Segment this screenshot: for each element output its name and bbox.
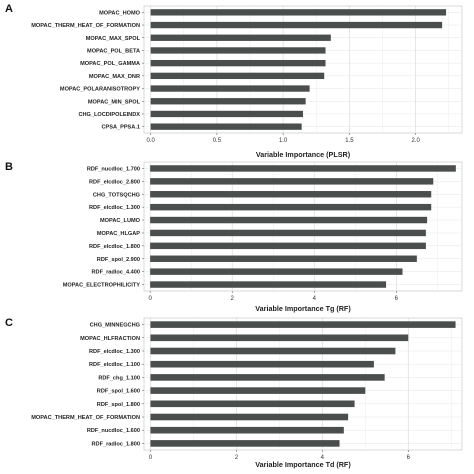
bar xyxy=(150,178,434,185)
bar xyxy=(150,59,326,67)
bar xyxy=(150,191,432,198)
x-tick-label: 1.0 xyxy=(279,138,288,144)
category-label: RDF_spol_1.600 xyxy=(97,389,140,395)
bar xyxy=(150,229,426,237)
bar xyxy=(150,413,349,421)
bar xyxy=(150,9,447,16)
category-label: RDF_elcdloc_1.300 xyxy=(89,205,140,211)
panel-letter: C xyxy=(5,317,13,329)
category-label: RDF_elcdloc_2.800 xyxy=(89,179,140,185)
bar xyxy=(150,334,409,342)
category-label: MOPAC_MIN_SPOL xyxy=(88,99,141,105)
panels: MOPAC_HOMO MOPAC_THERM_HEAT_OF_FORMATION M… xyxy=(5,3,463,469)
x-tick-label: 2.0 xyxy=(411,138,420,144)
category-label: MOPAC_THERM_HEAT_OF_FORMATION xyxy=(31,415,140,421)
category-label: RDF_nucdloc_1.700 xyxy=(87,166,140,172)
bar xyxy=(150,400,355,408)
x-tick-label: 6 xyxy=(395,296,399,302)
x-tick-label: 4 xyxy=(321,455,325,461)
bar xyxy=(150,387,366,394)
category-label: MOPAC_MAX_DNR xyxy=(89,74,140,80)
bar xyxy=(150,123,302,130)
x-tick-label: 0 xyxy=(149,455,153,461)
chart-panel-b: RDF_nucdloc_1.700 RDF_elcdloc_2.800 CHG_TO… xyxy=(5,161,463,313)
category-label: MOPAC_ELECTROPHILICITY xyxy=(63,283,141,289)
bar xyxy=(150,47,326,54)
category-label: RDF_chg_1.100 xyxy=(98,375,140,381)
category-label: RDF_elcdloc_1.800 xyxy=(89,244,140,250)
x-tick-label: 0.0 xyxy=(146,138,155,144)
category-label: RDF_radloc_4.400 xyxy=(91,270,140,276)
category-label: MOPAC_HLGAP xyxy=(97,231,140,237)
x-tick-label: 6 xyxy=(407,455,411,461)
panel-letter: B xyxy=(5,161,13,173)
bar xyxy=(150,347,396,355)
bar xyxy=(150,426,344,434)
bar xyxy=(150,98,306,105)
x-tick-label: 1.5 xyxy=(345,138,354,144)
category-label: CHG_MINNEGCHG xyxy=(90,323,140,329)
bar xyxy=(150,242,426,250)
bar xyxy=(150,34,331,41)
panel-letter: A xyxy=(5,3,13,15)
category-label: RDF_spol_2.900 xyxy=(97,257,140,263)
x-tick-label: 2 xyxy=(235,455,239,461)
category-label: MOPAC_LUMO xyxy=(100,218,141,224)
chart-panel-c: CHG_MINNEGCHG MOPAC_HLFRACTION RDF_elcdloc… xyxy=(5,317,463,469)
bar xyxy=(150,360,374,368)
category-label: MOPAC_POL_GAMMA xyxy=(80,61,140,67)
category-label: MOPAC_HOMO xyxy=(99,10,141,16)
bar xyxy=(150,110,303,118)
category-label: RDF_spol_1.800 xyxy=(97,402,140,408)
bar xyxy=(150,255,417,262)
x-tick-label: 0.5 xyxy=(213,138,222,144)
category-label: MOPAC_POLARANISOTROPY xyxy=(60,87,140,93)
bar xyxy=(150,321,456,328)
chart-panel-a: MOPAC_HOMO MOPAC_THERM_HEAT_OF_FORMATION M… xyxy=(5,3,463,159)
bar xyxy=(150,268,403,275)
category-label: RDF_elcdloc_1.100 xyxy=(89,362,140,368)
category-label: MOPAC_POL_BETA xyxy=(87,48,140,54)
bar xyxy=(150,72,325,80)
bar xyxy=(150,203,432,211)
x-tick-label: 0 xyxy=(148,296,152,302)
category-label: CHG_TOTSQCHG xyxy=(93,192,140,198)
x-axis-title: Variable Importance Td (RF) xyxy=(255,460,351,469)
category-label: CPSA_PPSA.1 xyxy=(101,125,140,131)
category-label: CHG_LOCDIPOLEINDX xyxy=(78,112,140,118)
bar xyxy=(150,216,428,224)
category-label: RDF_nucdloc_1.600 xyxy=(87,428,140,434)
category-label: RDF_radloc_1.800 xyxy=(91,441,140,447)
bar xyxy=(150,374,385,381)
x-axis-title: Variable Importance Tg (RF) xyxy=(255,304,351,313)
x-tick-label: 2 xyxy=(231,296,235,302)
bar xyxy=(150,440,340,447)
category-label: MOPAC_HLFRACTION xyxy=(80,336,140,342)
bar xyxy=(150,85,310,92)
bar xyxy=(150,165,456,172)
category-label: MOPAC_THERM_HEAT_OF_FORMATION xyxy=(31,23,140,29)
category-label: MOPAC_MAX_SPOL xyxy=(86,36,141,42)
bar xyxy=(150,21,443,29)
bar xyxy=(150,281,387,288)
category-label: RDF_elcdloc_1.300 xyxy=(89,349,140,355)
x-tick-label: 4 xyxy=(313,296,317,302)
x-axis-title: Variable Importance (PLSR) xyxy=(256,150,351,159)
